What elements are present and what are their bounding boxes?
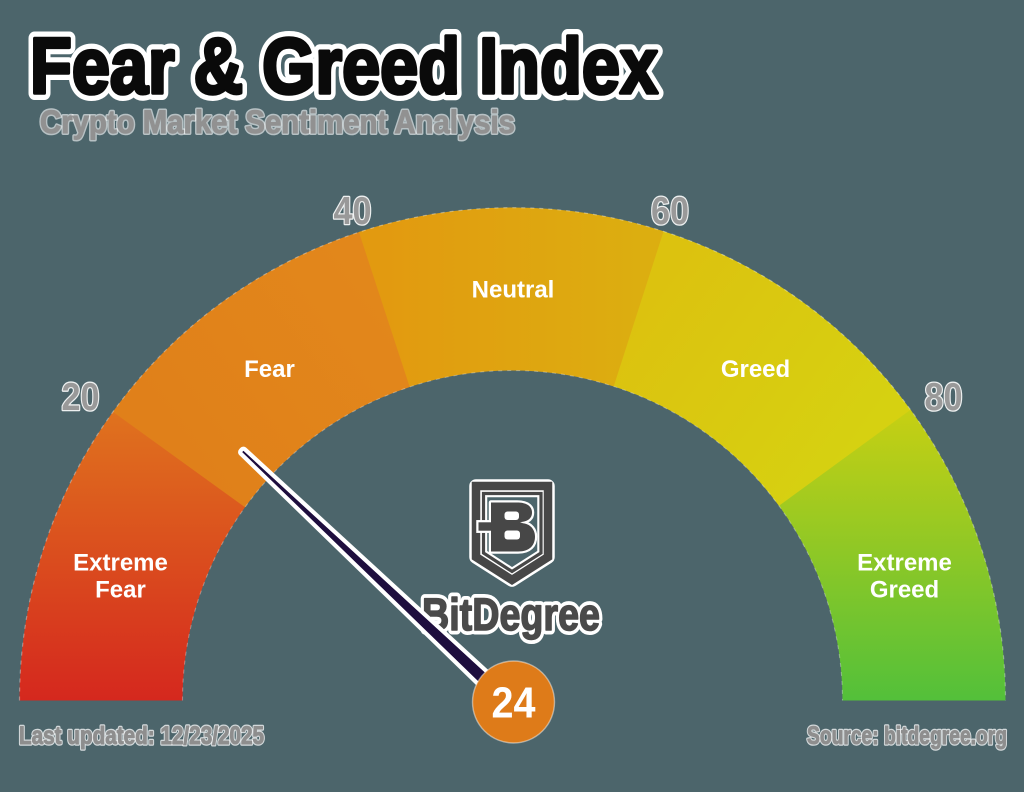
svg-text:Extreme: Extreme bbox=[73, 550, 168, 577]
svg-text:Crypto Market Sentiment Analys: Crypto Market Sentiment Analysis bbox=[40, 104, 515, 140]
svg-text:Greed: Greed bbox=[721, 356, 790, 383]
svg-text:Neutral: Neutral bbox=[472, 277, 555, 304]
svg-text:60: 60 bbox=[651, 190, 689, 233]
svg-text:Source: bitdegree.org: Source: bitdegree.org bbox=[807, 722, 1007, 750]
svg-text:Fear & Greed Index: Fear & Greed Index bbox=[30, 21, 658, 110]
svg-text:20: 20 bbox=[62, 376, 100, 419]
svg-text:Fear: Fear bbox=[95, 577, 146, 604]
svg-text:24: 24 bbox=[492, 680, 536, 728]
svg-text:Crypto Market Sentiment Analys: Crypto Market Sentiment Analysis bbox=[40, 104, 515, 140]
svg-text:Fear: Fear bbox=[244, 356, 295, 383]
svg-text:80: 80 bbox=[925, 376, 963, 419]
svg-text:Source: bitdegree.org: Source: bitdegree.org bbox=[807, 722, 1007, 750]
svg-text:Fear & Greed Index: Fear & Greed Index bbox=[30, 21, 658, 110]
svg-text:40: 40 bbox=[334, 190, 372, 233]
svg-text:Extreme: Extreme bbox=[857, 550, 952, 577]
svg-text:Greed: Greed bbox=[870, 577, 939, 604]
svg-text:Last updated: 12/23/2025: Last updated: 12/23/2025 bbox=[19, 722, 264, 750]
svg-text:BitDegree: BitDegree bbox=[422, 589, 600, 640]
svg-text:Last updated: 12/23/2025: Last updated: 12/23/2025 bbox=[19, 722, 264, 750]
